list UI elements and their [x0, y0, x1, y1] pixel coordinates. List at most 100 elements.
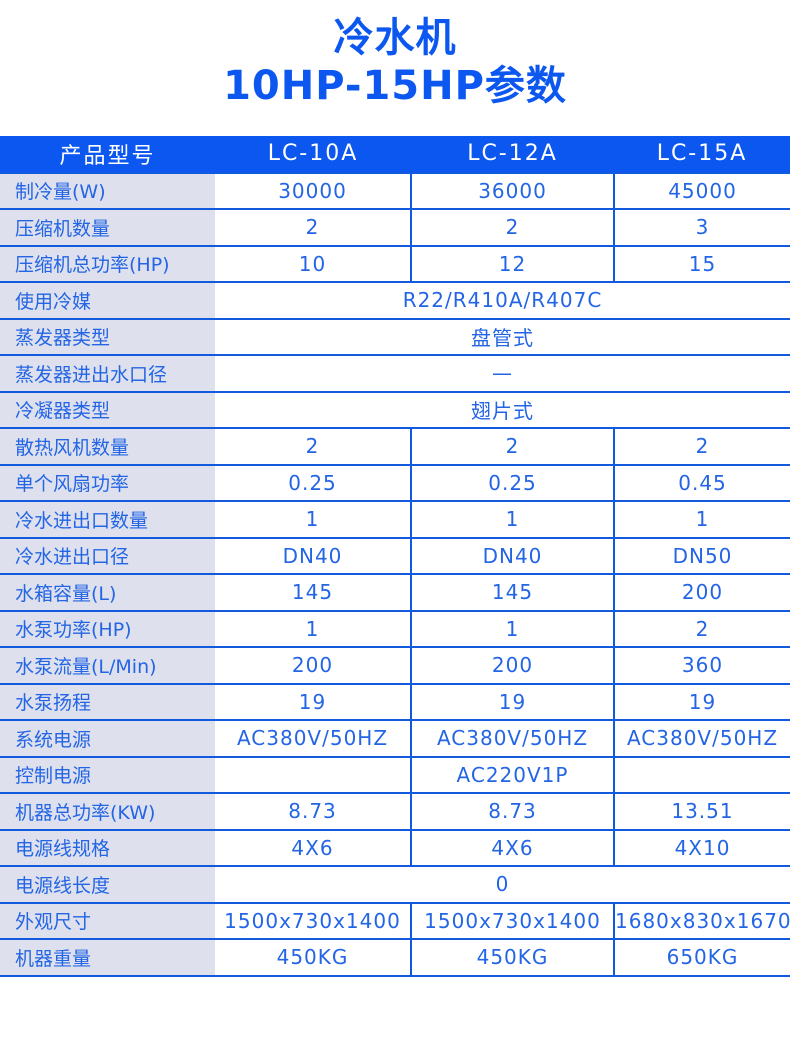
value-cell: 36000	[410, 172, 614, 210]
table-row: 水泵功率(HP) 1 1 2	[0, 610, 790, 648]
table-row: 水泵扬程 19 19 19	[0, 683, 790, 721]
row-label: 系统电源	[0, 720, 215, 758]
value-cell: 8.73	[215, 793, 411, 831]
header-model-col-2: LC-12A	[411, 136, 614, 174]
value-cell: 450KG	[410, 939, 614, 977]
value-cell: 4X6	[410, 829, 614, 867]
value-cell: 4X6	[215, 829, 411, 867]
row-label: 蒸发器进出水口径	[0, 355, 215, 393]
merged-value-cell: R22/R410A/R407C	[215, 282, 790, 320]
value-cell: 200	[410, 647, 614, 685]
table-row: 使用冷媒 R22/R410A/R407C	[0, 282, 790, 320]
table-row: 水泵流量(L/Min) 200 200 360	[0, 647, 790, 685]
table-row: 冷水进出口径 DN40 DN40 DN50	[0, 537, 790, 575]
value-cell: DN40	[410, 537, 614, 575]
row-label: 散热风机数量	[0, 428, 215, 466]
table-row: 冷水进出口数量 1 1 1	[0, 501, 790, 539]
row-label: 单个风扇功率	[0, 464, 215, 502]
header-row: 产品型号 LC-10A LC-12A LC-15A	[0, 136, 790, 174]
table-row: 冷凝器类型 翅片式	[0, 391, 790, 429]
value-cell: 13.51	[613, 793, 790, 831]
value-cell: 145	[410, 574, 614, 612]
row-label: 水泵扬程	[0, 683, 215, 721]
table-row: 压缩机总功率(HP) 10 12 15	[0, 245, 790, 283]
row-label: 压缩机总功率(HP)	[0, 245, 215, 283]
value-cell: 1680x830x1670	[613, 902, 790, 940]
value-cell: 0.45	[613, 464, 790, 502]
table-row: 系统电源 AC380V/50HZ AC380V/50HZ AC380V/50HZ	[0, 720, 790, 758]
row-label: 电源线规格	[0, 829, 215, 867]
table-row: 机器重量 450KG 450KG 650KG	[0, 939, 790, 977]
table-row: 控制电源 AC220V1P	[0, 756, 790, 794]
value-cell: 1	[410, 501, 614, 539]
row-label: 冷凝器类型	[0, 391, 215, 429]
row-label: 外观尺寸	[0, 902, 215, 940]
value-cell: AC380V/50HZ	[613, 720, 790, 758]
table-header: 产品型号 LC-10A LC-12A LC-15A	[0, 136, 790, 174]
value-cell: DN50	[613, 537, 790, 575]
value-cell: 2	[613, 428, 790, 466]
value-cell: 3	[613, 209, 790, 247]
value-cell: 360	[613, 647, 790, 685]
value-cell: 10	[215, 245, 411, 283]
table-row: 单个风扇功率 0.25 0.25 0.45	[0, 464, 790, 502]
table-row: 蒸发器类型 盘管式	[0, 318, 790, 356]
value-cell: 2	[410, 428, 614, 466]
value-cell: 2	[410, 209, 614, 247]
row-label: 水箱容量(L)	[0, 574, 215, 612]
value-cell: 1	[215, 501, 411, 539]
merged-value-cell: 盘管式	[215, 318, 790, 356]
value-cell: 19	[410, 683, 614, 721]
table-row: 电源线长度 0	[0, 866, 790, 904]
merged-value-cell: —	[215, 355, 790, 393]
value-cell: 1	[215, 610, 411, 648]
merged-value-cell: 翅片式	[215, 391, 790, 429]
value-cell: 19	[215, 683, 411, 721]
value-cell	[613, 756, 790, 794]
row-label: 机器重量	[0, 939, 215, 977]
table-row: 散热风机数量 2 2 2	[0, 428, 790, 466]
row-label: 电源线长度	[0, 866, 215, 904]
value-cell: 45000	[613, 172, 790, 210]
table-row: 蒸发器进出水口径 —	[0, 355, 790, 393]
spec-sheet-page: 冷水机 10HP-15HP参数 产品型号 LC-10A LC-12A LC-15A 制…	[0, 0, 790, 977]
value-cell: 15	[613, 245, 790, 283]
value-cell: 1	[410, 610, 614, 648]
value-cell	[215, 756, 411, 794]
row-label: 控制电源	[0, 756, 215, 794]
spec-table: 产品型号 LC-10A LC-12A LC-15A 制冷量(W) 30000 36000 4…	[0, 136, 790, 977]
value-cell: AC220V1P	[410, 756, 614, 794]
row-label: 机器总功率(KW)	[0, 793, 215, 831]
table-row: 压缩机数量 2 2 3	[0, 209, 790, 247]
row-label: 压缩机数量	[0, 209, 215, 247]
table-row: 制冷量(W) 30000 36000 45000	[0, 172, 790, 210]
row-label: 水泵流量(L/Min)	[0, 647, 215, 685]
value-cell: 1	[613, 501, 790, 539]
value-cell: 2	[613, 610, 790, 648]
table-body: 制冷量(W) 30000 36000 45000 压缩机数量 2 2 3 压缩机总功率(HP) 1…	[0, 172, 790, 977]
title-line-2: 10HP-15HP参数	[223, 63, 567, 109]
value-cell: DN40	[215, 537, 411, 575]
value-cell: 200	[613, 574, 790, 612]
value-cell: 4X10	[613, 829, 790, 867]
value-cell: 2	[215, 428, 411, 466]
value-cell: AC380V/50HZ	[215, 720, 411, 758]
value-cell: 12	[410, 245, 614, 283]
row-label: 冷水进出口径	[0, 537, 215, 575]
header-product-model: 产品型号	[0, 136, 215, 174]
table-row: 电源线规格 4X6 4X6 4X10	[0, 829, 790, 867]
value-cell: 0.25	[215, 464, 411, 502]
header-model-col-1: LC-10A	[215, 136, 411, 174]
row-label: 制冷量(W)	[0, 172, 215, 210]
value-cell: 1500x730x1400	[215, 902, 411, 940]
value-cell: 1500x730x1400	[410, 902, 614, 940]
table-row: 水箱容量(L) 145 145 200	[0, 574, 790, 612]
row-label: 冷水进出口数量	[0, 501, 215, 539]
page-title: 冷水机 10HP-15HP参数	[0, 0, 790, 110]
row-label: 使用冷媒	[0, 282, 215, 320]
table-row: 机器总功率(KW) 8.73 8.73 13.51	[0, 793, 790, 831]
value-cell: 2	[215, 209, 411, 247]
value-cell: 200	[215, 647, 411, 685]
title-line-1: 冷水机	[333, 15, 457, 61]
value-cell: 8.73	[410, 793, 614, 831]
